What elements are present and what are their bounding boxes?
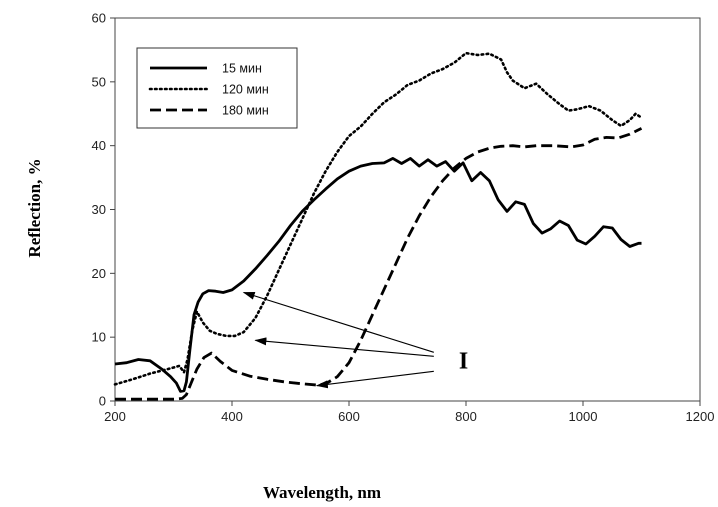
annotation: I (242, 291, 468, 389)
legend-label-3: 180 мин (222, 104, 269, 118)
x-axis-title: Wavelength, nm (263, 483, 381, 502)
x-tick-label: 1200 (686, 409, 715, 424)
x-tick-label: 600 (338, 409, 360, 424)
series-line-3 (115, 127, 643, 401)
x-tick-label: 400 (221, 409, 243, 424)
annotation-label: I (459, 348, 468, 374)
annotation-arrow-2 (254, 337, 434, 357)
annotation-arrow-3 (315, 370, 434, 389)
y-tick-label: 40 (92, 138, 106, 153)
annotation-arrow-1 (242, 291, 434, 353)
series-line-1 (114, 156, 642, 393)
legend-box (136, 47, 298, 129)
legend-label-2: 120 мин (222, 83, 269, 97)
x-tick-label: 1000 (569, 409, 598, 424)
axes: 200 400 600 800 1000 1200 0 10 20 30 40 50 60 (92, 11, 715, 425)
y-tick-label: 30 (92, 202, 106, 217)
y-tick-label: 0 (99, 394, 106, 409)
y-axis-title: Reflection, % (25, 158, 44, 257)
y-tick-label: 10 (92, 330, 106, 345)
series-line-2 (113, 51, 643, 386)
y-tick-label: 50 (92, 74, 106, 89)
legend-label-1: 15 мин (222, 62, 262, 76)
series-layer (113, 51, 643, 401)
y-tick-label: 20 (92, 266, 106, 281)
y-tick-label: 60 (92, 11, 106, 26)
legend: 15 мин 120 мин 180 мин (136, 47, 298, 129)
x-tick-label: 200 (104, 409, 126, 424)
x-tick-label: 800 (455, 409, 477, 424)
